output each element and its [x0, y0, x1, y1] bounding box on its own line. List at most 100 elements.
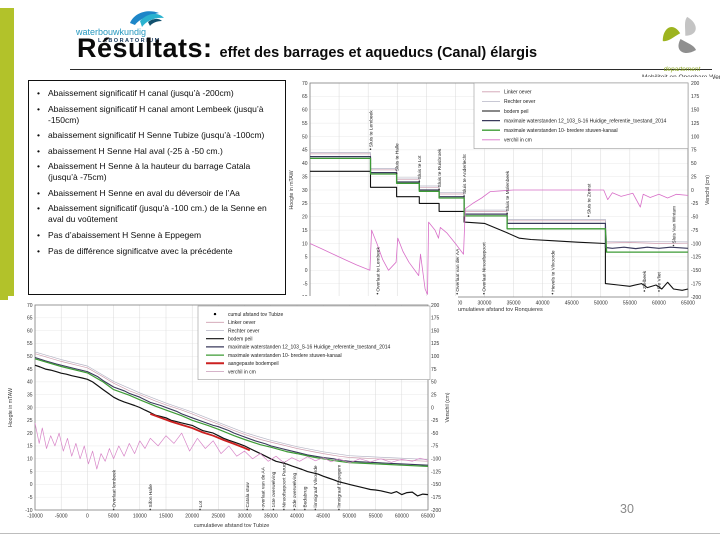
bullet-item: abaissement H Senne Hal aval (-25 à -50 … [33, 146, 281, 157]
svg-text:Budabrug: Budabrug [303, 486, 309, 507]
svg-text:-5000: -5000 [55, 514, 68, 520]
svg-text:-200: -200 [691, 295, 701, 301]
svg-text:50: 50 [431, 380, 437, 386]
footer-divider [0, 533, 720, 534]
svg-text:bodem peil: bodem peil [504, 109, 528, 115]
bullet-list: Abaissement significatif H canal (jusqu’… [33, 88, 281, 257]
logo-text-laboratorium: LABORATORIUM [98, 38, 161, 44]
svg-text:10000: 10000 [133, 514, 147, 520]
svg-text:maximale waterstanden 10- bred: maximale waterstanden 10- bredere stuwen… [504, 128, 618, 134]
svg-text:200: 200 [691, 81, 700, 87]
svg-text:60000: 60000 [395, 514, 409, 520]
svg-text:175: 175 [431, 316, 440, 322]
svg-text:45000: 45000 [565, 301, 579, 307]
svg-text:30000: 30000 [238, 514, 252, 520]
svg-text:35: 35 [302, 174, 308, 180]
svg-text:Sluis te Lot: Sluis te Lot [417, 155, 423, 179]
canal-profile-chart: 0500010000150002000025000300003500040000… [288, 77, 712, 313]
svg-text:Overlaat van der AA: Overlaat van der AA [455, 248, 461, 292]
svg-text:55000: 55000 [623, 301, 637, 307]
svg-text:Rechter oever: Rechter oever [228, 328, 260, 334]
svg-text:overlaat van de AA: overlaat van de AA [261, 466, 267, 507]
svg-text:-25: -25 [431, 418, 438, 424]
svg-text:40000: 40000 [290, 514, 304, 520]
svg-text:-75: -75 [691, 228, 698, 234]
dept-text-departement: departement [663, 66, 701, 73]
svg-text:cumulatieve afstand tov Tubize: cumulatieve afstand tov Tubize [194, 523, 270, 529]
svg-text:De Vliet: De Vliet [657, 272, 663, 289]
svg-text:75: 75 [691, 148, 697, 154]
svg-text:verchil in cm: verchil in cm [228, 369, 256, 375]
svg-text:50: 50 [691, 161, 697, 167]
pinwheel-icon [662, 16, 697, 53]
svg-text:45: 45 [302, 148, 308, 154]
svg-text:40: 40 [302, 161, 308, 167]
svg-text:-75: -75 [431, 444, 438, 450]
svg-text:20: 20 [27, 431, 33, 437]
svg-text:45000: 45000 [316, 514, 330, 520]
svg-text:30: 30 [302, 188, 308, 194]
svg-text:60: 60 [27, 328, 33, 334]
department-logo: departement Mobiliteit en Openbare Werke… [642, 13, 720, 81]
svg-text:limnigraaf Eppegem: limnigraaf Eppegem [337, 465, 343, 508]
svg-text:maximale waterstanden 10- bred: maximale waterstanden 10- bredere stuwen… [228, 353, 342, 359]
svg-text:Hevels te Vilvoorde: Hevels te Vilvoorde [550, 250, 556, 292]
svg-text:Overlaat Ninoofsepoort: Overlaat Ninoofsepoort [482, 242, 488, 292]
svg-text:-10: -10 [25, 508, 32, 514]
svg-text:5: 5 [30, 469, 33, 475]
logo-text-waterbouwkundig: waterbouwkundig [76, 27, 147, 37]
bullet-item: Pas d’abaissement H Senne à Eppegem [33, 230, 281, 241]
svg-text:Catala stuw: Catala stuw [245, 482, 251, 508]
svg-text:-100: -100 [431, 457, 441, 463]
svg-text:30000: 30000 [478, 301, 492, 307]
svg-text:150: 150 [431, 328, 440, 334]
svg-text:aangepaste bodempeil: aangepaste bodempeil [228, 361, 279, 367]
svg-text:Sluis te Molenbeek: Sluis te Molenbeek [505, 170, 511, 211]
title-main: Résultats: [77, 33, 213, 63]
bullet-item: Abaissement H Senne à la hauteur du barr… [33, 161, 281, 183]
svg-text:cumulatieve afstand tov Ronqui: cumulatieve afstand tov Ronquieres [455, 307, 543, 313]
svg-text:50000: 50000 [342, 514, 356, 520]
svg-text:35: 35 [27, 392, 33, 398]
svg-text:-5: -5 [28, 495, 33, 501]
svg-text:35000: 35000 [507, 301, 521, 307]
svg-text:0: 0 [305, 268, 308, 274]
svg-text:40: 40 [27, 380, 33, 386]
svg-text:Lot: Lot [198, 500, 204, 507]
svg-text:25: 25 [27, 418, 33, 424]
logo-wave-icon [130, 11, 164, 27]
svg-text:60000: 60000 [652, 301, 666, 307]
svg-text:20: 20 [302, 215, 308, 221]
svg-text:30: 30 [27, 405, 33, 411]
svg-text:5: 5 [305, 255, 308, 261]
svg-text:75: 75 [431, 367, 437, 373]
svg-text:Sifon Halle: Sifon Halle [148, 484, 154, 508]
svg-text:-125: -125 [691, 255, 701, 261]
svg-text:125: 125 [431, 341, 440, 347]
page-number: 30 [620, 502, 634, 516]
svg-text:55: 55 [302, 121, 308, 127]
svg-text:verchil in cm: verchil in cm [504, 138, 532, 144]
bullet-item: Abaissement significatif (jusqu’à -100 c… [33, 203, 281, 225]
svg-text:Linker oever: Linker oever [228, 320, 256, 326]
svg-text:55000: 55000 [369, 514, 383, 520]
svg-text:Sluis te Halle: Sluis te Halle [394, 143, 400, 171]
svg-text:50000: 50000 [594, 301, 608, 307]
svg-text:0: 0 [431, 405, 434, 411]
svg-text:0: 0 [30, 482, 33, 488]
svg-text:bodem peil: bodem peil [228, 337, 252, 343]
svg-text:65: 65 [27, 316, 33, 322]
svg-text:Zielbeek: Zielbeek [642, 270, 648, 289]
svg-text:Hoogte in mTAW: Hoogte in mTAW [289, 170, 295, 209]
svg-text:100: 100 [431, 354, 440, 360]
svg-text:25: 25 [431, 392, 437, 398]
svg-text:-50: -50 [691, 215, 698, 221]
svg-text:-200: -200 [431, 508, 441, 514]
svg-text:-150: -150 [691, 268, 701, 274]
svg-text:5000: 5000 [108, 514, 119, 520]
svg-text:125: 125 [691, 121, 700, 127]
svg-text:1ste overwelving: 1ste overwelving [271, 471, 277, 507]
svg-text:25000: 25000 [211, 514, 225, 520]
svg-text:Sluis te Zemst: Sluis te Zemst [586, 183, 592, 214]
